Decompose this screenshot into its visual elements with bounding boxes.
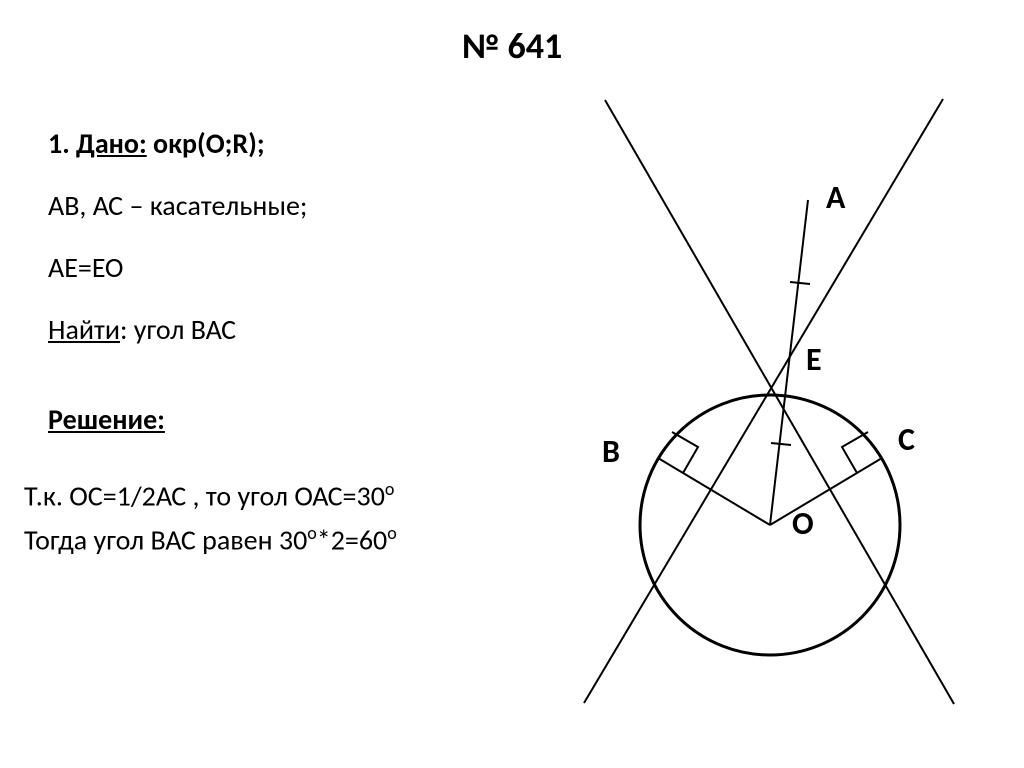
tangent-AB-extended <box>605 100 954 704</box>
right-angle-B <box>672 432 698 473</box>
tick-EO <box>771 443 791 445</box>
label-E: E <box>806 340 822 379</box>
label-C: C <box>898 420 915 459</box>
tick-AE <box>790 282 810 284</box>
segment-AO <box>770 200 808 525</box>
right-angle-C <box>842 432 868 473</box>
label-O: O <box>792 504 814 543</box>
label-A: A <box>826 178 845 217</box>
label-B: B <box>602 432 620 471</box>
geometry-figure <box>0 0 1024 768</box>
radius-OB <box>658 458 770 525</box>
tangent-AC-extended <box>584 99 943 703</box>
radius-OC <box>770 458 882 525</box>
